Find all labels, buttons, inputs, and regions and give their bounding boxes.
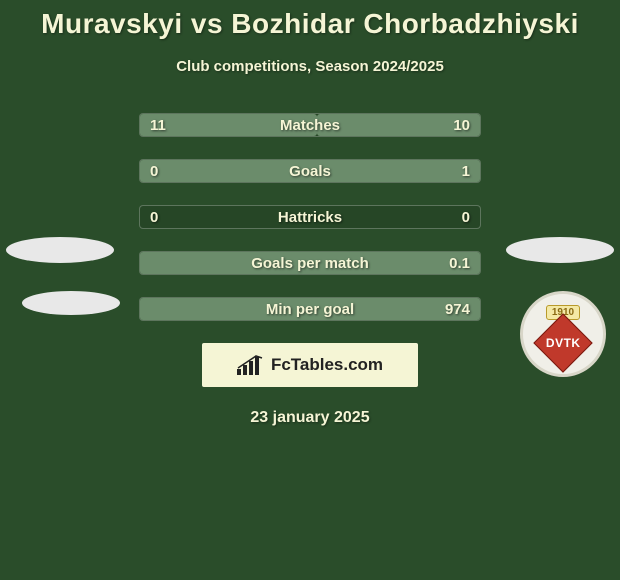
stat-row: Goals per match 0.1 [139,251,481,275]
stat-label: Goals [289,163,331,180]
stat-right-value: 974 [445,301,470,318]
stat-right-value: 0.1 [449,255,470,272]
stat-label: Matches [280,117,340,134]
stat-right-value: 10 [453,117,470,134]
stat-row: 11 Matches 10 [139,113,481,137]
badge-diamond: DVTK [533,313,592,372]
stat-row: Min per goal 974 [139,297,481,321]
bars-icon [237,355,265,375]
left-team-placeholder-1 [6,237,114,263]
stat-label: Hattricks [278,209,342,226]
page-title: Muravskyi vs Bozhidar Chorbadzhiyski [0,0,620,40]
brand-box: FcTables.com [202,343,418,387]
left-team-placeholder-2 [22,291,120,315]
stat-right-value: 1 [462,163,470,180]
stat-row: 0 Hattricks 0 [139,205,481,229]
stat-right-value: 0 [462,209,470,226]
stats-area: 1910 DVTK 11 Matches 10 0 Goals 1 0 Hatt… [0,113,620,427]
brand-text: FcTables.com [271,355,383,375]
stat-left-value: 11 [150,117,166,134]
stat-left-value: 0 [150,163,158,180]
right-team-placeholder [506,237,614,263]
stat-label: Goals per match [251,255,369,272]
subtitle: Club competitions, Season 2024/2025 [0,58,620,75]
stat-label: Min per goal [266,301,354,318]
badge-text: DVTK [546,335,581,349]
team-badge: 1910 DVTK [520,291,606,377]
date-text: 23 january 2025 [0,409,620,427]
stat-row: 0 Goals 1 [139,159,481,183]
stat-left-value: 0 [150,209,158,226]
